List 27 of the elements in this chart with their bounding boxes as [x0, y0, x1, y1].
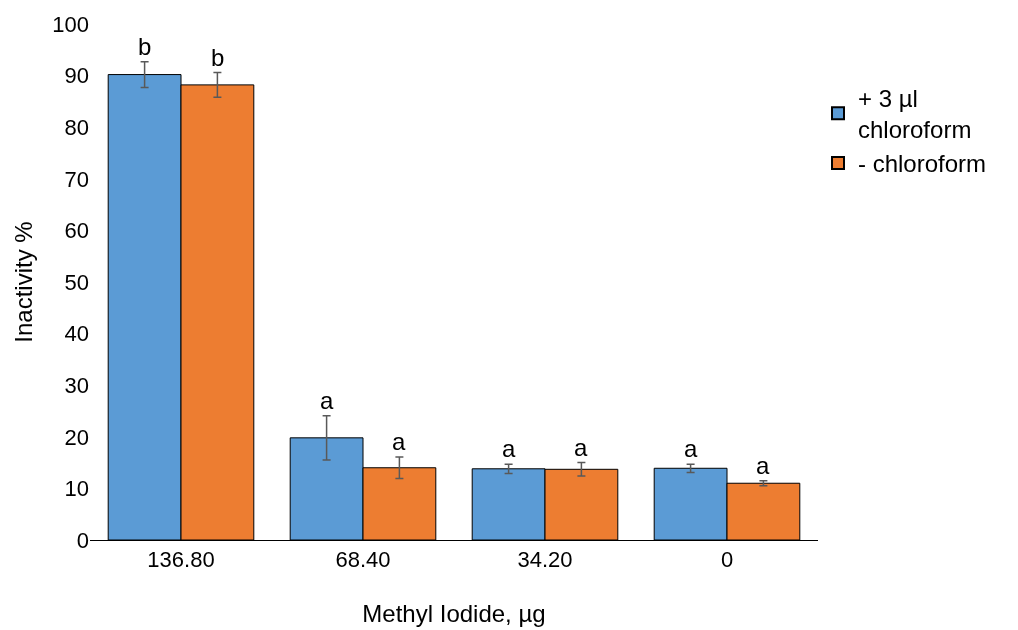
- x-tick-label: 34.20: [517, 547, 573, 573]
- annotation: a: [392, 428, 406, 455]
- y-tick-label: 0: [76, 527, 89, 553]
- annotation: b: [138, 33, 152, 60]
- y-tick-label: 60: [64, 218, 89, 244]
- y-tick-label: 80: [64, 114, 89, 140]
- x-tick-label: 0: [720, 547, 734, 573]
- y-tick-label: 100: [52, 11, 89, 37]
- y-tick-label: 70: [64, 166, 89, 192]
- y-tick-label: 90: [64, 63, 89, 89]
- annotation: a: [320, 387, 334, 414]
- annotation: a: [756, 452, 770, 479]
- y-tick-label: 20: [64, 424, 89, 450]
- y-tick-label: 50: [64, 269, 89, 295]
- x-axis-title: Methyl Iodide, µg: [362, 600, 546, 627]
- annotation: a: [574, 434, 588, 461]
- y-axis-title: Inactivity %: [10, 221, 37, 343]
- annotation: a: [502, 435, 516, 462]
- x-tick-label: 68.40: [335, 547, 391, 573]
- annotation: b: [211, 44, 225, 71]
- legend-label: - chloroform: [858, 150, 987, 178]
- y-tick-label: 30: [64, 372, 89, 398]
- x-tick-label: 136.80: [147, 547, 215, 573]
- y-tick-label: 10: [64, 476, 89, 502]
- annotation: a: [684, 435, 698, 462]
- y-tick-label: 40: [64, 321, 89, 347]
- legend-label: + 3 µl chloroform: [858, 85, 972, 144]
